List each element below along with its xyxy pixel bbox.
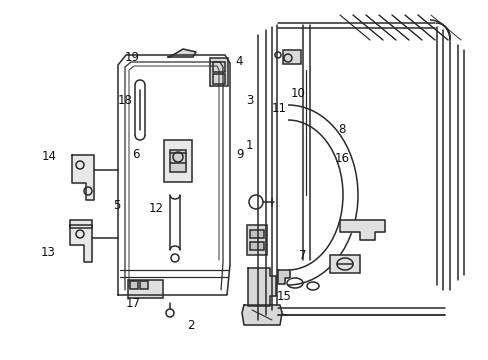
Text: 6: 6 (132, 148, 140, 161)
Bar (213, 74, 224, 84)
Bar (163, 140, 192, 182)
Text: 14: 14 (41, 150, 56, 163)
Bar (130, 281, 138, 289)
Bar (140, 281, 148, 289)
Text: 19: 19 (124, 51, 139, 64)
Text: 18: 18 (117, 94, 132, 107)
Bar (249, 242, 264, 250)
Polygon shape (168, 49, 196, 57)
Text: 1: 1 (245, 139, 253, 152)
Bar (128, 280, 163, 298)
Bar (249, 230, 264, 238)
Text: 17: 17 (125, 297, 140, 310)
Polygon shape (242, 305, 282, 325)
Bar (209, 58, 227, 86)
Bar (70, 220, 92, 228)
Polygon shape (339, 220, 384, 240)
Text: 9: 9 (235, 148, 243, 161)
Text: 2: 2 (186, 319, 194, 332)
Text: 16: 16 (334, 152, 349, 165)
Text: 8: 8 (338, 123, 346, 136)
Bar (329, 255, 359, 273)
Bar (283, 50, 301, 64)
Text: 12: 12 (149, 202, 163, 215)
Text: 11: 11 (271, 102, 285, 114)
Polygon shape (247, 268, 275, 306)
Text: 4: 4 (235, 55, 243, 68)
Text: 10: 10 (290, 87, 305, 100)
Bar (246, 225, 266, 255)
Polygon shape (70, 225, 92, 262)
Text: 3: 3 (245, 94, 253, 107)
Text: 5: 5 (112, 199, 120, 212)
Text: 13: 13 (41, 246, 55, 258)
Polygon shape (278, 270, 289, 284)
Bar (170, 150, 185, 172)
Bar (213, 62, 224, 72)
Text: 7: 7 (299, 249, 306, 262)
Polygon shape (72, 155, 94, 200)
Text: 15: 15 (276, 291, 290, 303)
